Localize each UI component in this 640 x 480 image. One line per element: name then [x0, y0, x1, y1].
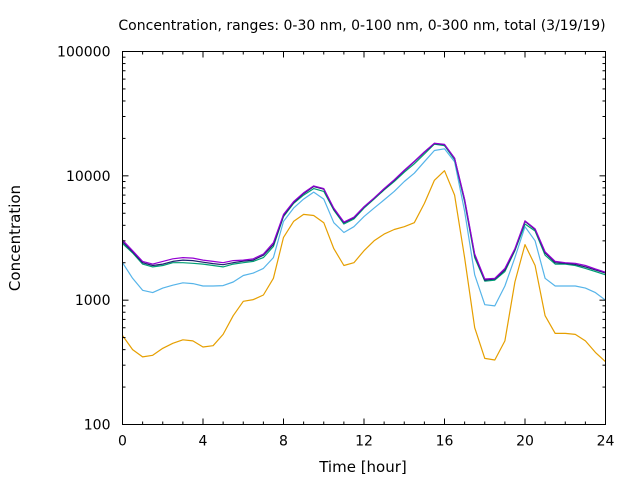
x-tick-label: 12 [355, 434, 373, 450]
x-tick-label: 4 [199, 434, 208, 450]
x-tick-label: 24 [597, 434, 615, 450]
y-tick-label: 10000 [66, 169, 111, 185]
x-tick-label: 20 [516, 434, 534, 450]
series-line-5 [122, 142, 606, 280]
x-tick-label: 8 [279, 434, 288, 450]
x-axis-label: Time [hour] [318, 458, 407, 476]
chart-title: Concentration, ranges: 0-30 nm, 0-100 nm… [118, 18, 605, 34]
series-line-3 [122, 143, 606, 282]
series-line-4 [122, 142, 606, 281]
y-tick-label: 100000 [57, 45, 110, 61]
y-axis-label: Concentration [6, 185, 24, 291]
x-tick-label: 16 [436, 434, 454, 450]
y-axis: 100 1000 10000 100000 [57, 45, 606, 434]
x-tick-label: 0 [118, 434, 127, 450]
y-tick-label: 1000 [75, 293, 111, 309]
series-line-1 [122, 170, 606, 363]
plot-series [121, 142, 606, 363]
y-tick-label: 100 [84, 418, 111, 434]
x-axis: 0 4 8 12 16 20 24 [118, 51, 615, 450]
series-line-2 [121, 148, 606, 307]
